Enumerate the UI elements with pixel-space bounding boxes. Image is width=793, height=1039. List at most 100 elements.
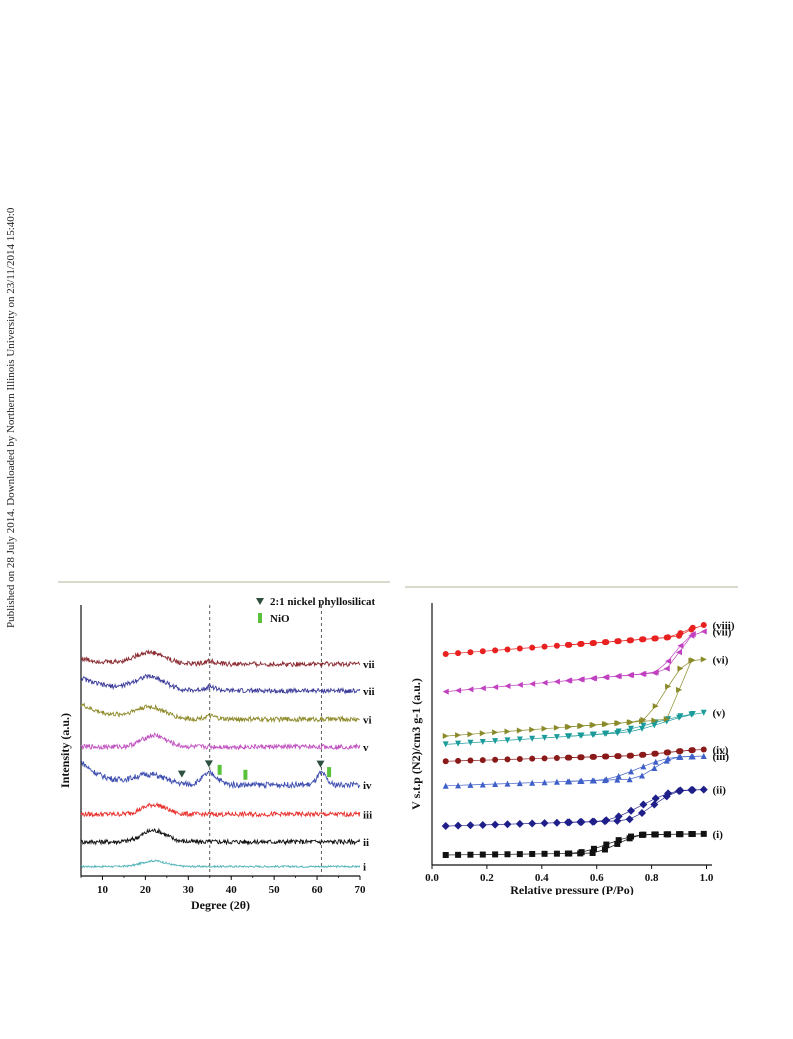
phyllosilicate-marker bbox=[316, 760, 325, 768]
iso-point bbox=[676, 748, 683, 755]
iso-point bbox=[442, 782, 449, 789]
iso-point bbox=[700, 746, 707, 753]
xrd-series-vi bbox=[80, 702, 360, 724]
iso-point bbox=[564, 723, 571, 730]
xrd-series-ii bbox=[80, 827, 361, 846]
iso-point bbox=[455, 687, 462, 694]
iso-point bbox=[626, 719, 633, 726]
iso-point bbox=[688, 831, 695, 838]
iso-series-(i) bbox=[442, 830, 707, 858]
legend-nio-icon bbox=[258, 613, 262, 623]
iso-point bbox=[577, 777, 584, 784]
iso-point bbox=[504, 737, 511, 744]
iso-point bbox=[603, 841, 610, 848]
iso-point bbox=[700, 830, 707, 837]
iso-series-label: (v) bbox=[713, 708, 726, 720]
xrd-series-label: iv bbox=[363, 780, 372, 792]
iso-point bbox=[662, 792, 671, 801]
iso-point bbox=[700, 656, 707, 663]
iso-point bbox=[652, 703, 659, 710]
iso-point bbox=[614, 812, 623, 821]
iso-point bbox=[688, 711, 695, 718]
iso-point bbox=[516, 851, 523, 858]
iso-point bbox=[639, 772, 645, 779]
iso-point bbox=[479, 738, 486, 745]
iso-point bbox=[676, 686, 683, 693]
iso-point bbox=[614, 840, 621, 847]
iso-series-label: (vi) bbox=[713, 654, 729, 666]
iso-point bbox=[676, 753, 683, 760]
xrd-series-label: ii bbox=[363, 837, 369, 849]
iso-point bbox=[455, 732, 462, 739]
iso-x-tick-label: 0.6 bbox=[590, 872, 604, 884]
iso-point bbox=[515, 819, 524, 828]
iso-point bbox=[467, 686, 474, 693]
iso-point bbox=[553, 642, 560, 649]
iso-point bbox=[665, 658, 672, 665]
xrd-x-tick-label: 50 bbox=[269, 884, 281, 896]
iso-point bbox=[478, 820, 487, 829]
iso-point bbox=[454, 821, 463, 830]
iso-point bbox=[626, 835, 633, 842]
xrd-series-label: vi bbox=[363, 714, 372, 726]
iso-point bbox=[589, 731, 596, 738]
iso-point bbox=[589, 777, 596, 784]
isotherm-chart: 0.0 0.2 0.4 0.6 0.8 1.0 Relative pressure (P/P… bbox=[409, 603, 735, 895]
legend-nio-label: NiO bbox=[270, 613, 290, 625]
iso-point bbox=[589, 849, 596, 856]
iso-point bbox=[492, 647, 499, 654]
iso-point bbox=[541, 779, 548, 786]
iso-point bbox=[529, 726, 536, 733]
iso-point bbox=[442, 851, 449, 858]
iso-point bbox=[516, 736, 523, 743]
xrd-x-tick-label: 20 bbox=[140, 884, 152, 896]
iso-point bbox=[577, 723, 584, 730]
iso-point bbox=[466, 821, 475, 830]
iso-point bbox=[627, 806, 636, 815]
xrd-chart: 10 20 30 40 50 60 70 Degree (2θ) Intensity (a.u.… bbox=[58, 596, 375, 912]
iso-point bbox=[628, 768, 635, 775]
iso-point bbox=[675, 786, 684, 795]
iso-point bbox=[626, 728, 633, 735]
iso-point bbox=[615, 837, 622, 844]
iso-series-(viii) bbox=[442, 621, 707, 658]
iso-point bbox=[687, 786, 696, 795]
iso-point bbox=[529, 680, 536, 687]
iso-point bbox=[614, 730, 621, 737]
iso-point bbox=[467, 731, 474, 738]
iso-point bbox=[663, 634, 670, 641]
iso-point bbox=[504, 683, 511, 690]
iso-point bbox=[455, 757, 462, 764]
iso-point bbox=[614, 673, 621, 680]
iso-desorption-line bbox=[567, 789, 704, 823]
iso-point bbox=[492, 781, 499, 788]
iso-point bbox=[700, 628, 707, 635]
nio-marker bbox=[327, 767, 332, 778]
iso-point bbox=[553, 754, 560, 761]
iso-point bbox=[651, 635, 658, 642]
iso-point bbox=[614, 720, 621, 727]
iso-point bbox=[600, 817, 609, 826]
iso-point bbox=[650, 800, 659, 809]
xrd-series-iv bbox=[80, 760, 361, 790]
iso-point bbox=[677, 642, 684, 649]
iso-point bbox=[700, 709, 707, 716]
iso-point bbox=[467, 781, 474, 788]
iso-point bbox=[589, 640, 596, 647]
xrd-series-i bbox=[80, 859, 361, 869]
iso-point bbox=[504, 646, 511, 653]
iso-point bbox=[479, 730, 486, 737]
iso-point bbox=[516, 756, 523, 763]
iso-point bbox=[516, 681, 523, 688]
iso-point bbox=[528, 819, 537, 828]
iso-point bbox=[651, 765, 658, 772]
iso-point bbox=[688, 657, 695, 664]
iso-point bbox=[665, 683, 672, 690]
iso-point bbox=[541, 725, 548, 732]
iso-point bbox=[652, 758, 659, 765]
iso-point bbox=[639, 670, 645, 677]
iso-desorption-line bbox=[567, 712, 704, 737]
iso-point bbox=[601, 674, 608, 681]
xrd-y-axis-label: Intensity (a.u.) bbox=[58, 713, 72, 788]
iso-point bbox=[504, 728, 511, 735]
